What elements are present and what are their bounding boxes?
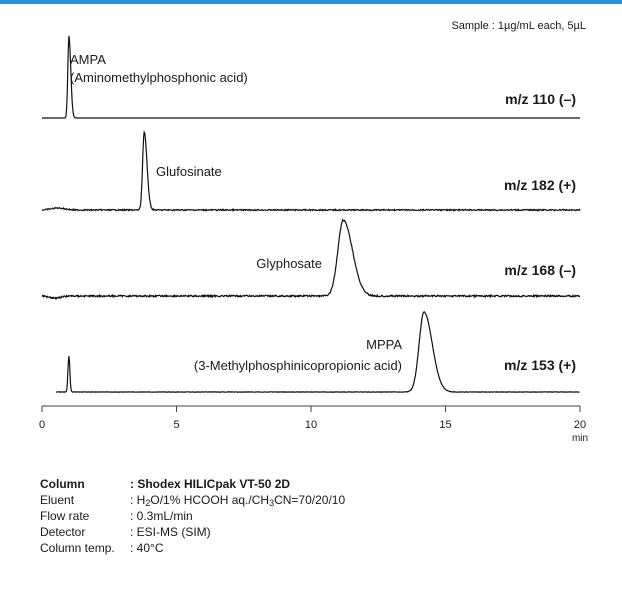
condition-detector: Detector : ESI-MS (SIM) xyxy=(40,525,211,539)
trace-line-2 xyxy=(41,130,581,213)
x-tick-label-10: 10 xyxy=(305,419,317,431)
x-tick-label-15: 15 xyxy=(439,419,451,431)
peak-label-4-1: MPPA xyxy=(366,337,402,352)
top-accent-bar xyxy=(0,0,622,4)
sample-note: Sample : 1µg/mL each, 5µL xyxy=(451,20,586,32)
condition-flow-rate: Flow rate : 0.3mL/min xyxy=(40,509,193,523)
series-name-1: m/z 110 (–) xyxy=(505,91,576,107)
chromatogram-chart: Sample : 1µg/mL each, 5µL AMPA (Aminometh… xyxy=(39,20,588,444)
conditions-table: Column : Shodex HILICpak VT-50 2D Eluent… xyxy=(40,476,345,556)
x-tick-label-5: 5 xyxy=(173,419,179,431)
x-tick-label-20: 20 xyxy=(574,419,586,431)
peak-label-2-1: Glufosinate xyxy=(156,164,222,179)
peak-label-3-1: Glyphosate xyxy=(256,256,322,271)
peak-label-4-2: (3-Methylphosphinicopropionic acid) xyxy=(194,358,402,373)
peak-label-1-2: (Aminomethylphosphonic acid) xyxy=(70,70,248,85)
trace-line-4 xyxy=(55,311,580,393)
peak-label-1-1: AMPA xyxy=(70,52,106,67)
condition-column-temp: Column temp. : 40°C xyxy=(40,541,164,555)
series-name-3: m/z 168 (–) xyxy=(504,262,576,278)
condition-eluent: Eluent : H2O/1% HCOOH aq./CH3CN=70/20/10 xyxy=(40,493,346,508)
series-name-4: m/z 153 (+) xyxy=(504,357,576,373)
trace-line-1 xyxy=(42,35,580,119)
x-axis-unit: min xyxy=(572,433,588,444)
series-name-2: m/z 182 (+) xyxy=(504,177,576,193)
condition-column: Column : Shodex HILICpak VT-50 2D xyxy=(40,477,291,491)
trace-line-3 xyxy=(41,218,580,300)
x-tick-label-0: 0 xyxy=(39,419,45,431)
